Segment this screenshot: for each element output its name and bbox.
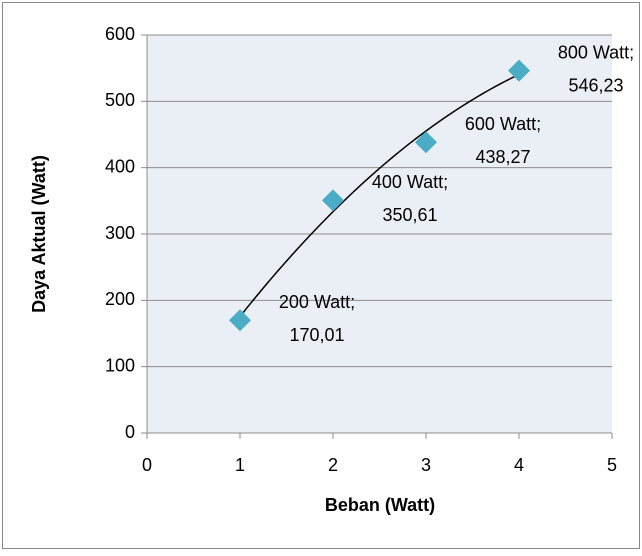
- point-label: 600 Watt;: [465, 114, 541, 134]
- trendline: [239, 73, 520, 317]
- y-tick-label: 300: [105, 223, 135, 243]
- y-tick-label: 600: [105, 24, 135, 44]
- marker: [229, 309, 251, 332]
- y-axis-label: Daya Aktual (Watt): [29, 155, 49, 313]
- x-tick-label: 4: [514, 455, 524, 475]
- x-axis-label: Beban (Watt): [325, 495, 435, 515]
- marker: [415, 131, 437, 154]
- value-label: 546,23: [568, 75, 623, 95]
- point-label: 800 Watt;: [558, 42, 634, 62]
- x-tick-label: 3: [421, 455, 431, 475]
- y-tick-label: 0: [125, 422, 135, 442]
- y-tick-label: 400: [105, 156, 135, 176]
- value-label: 350,61: [382, 205, 437, 225]
- y-tick-label: 500: [105, 90, 135, 110]
- marker: [508, 59, 530, 82]
- x-tick-label: 1: [235, 455, 245, 475]
- marker: [322, 189, 344, 212]
- y-tick-label: 100: [105, 355, 135, 375]
- point-label: 400 Watt;: [372, 172, 448, 192]
- point-label: 200 Watt;: [279, 292, 355, 312]
- x-tick-label: 5: [607, 455, 617, 475]
- y-tick-label: 200: [105, 289, 135, 309]
- value-label: 170,01: [289, 325, 344, 345]
- value-label: 438,27: [475, 147, 530, 167]
- x-tick-label: 0: [142, 455, 152, 475]
- x-tick-label: 2: [328, 455, 338, 475]
